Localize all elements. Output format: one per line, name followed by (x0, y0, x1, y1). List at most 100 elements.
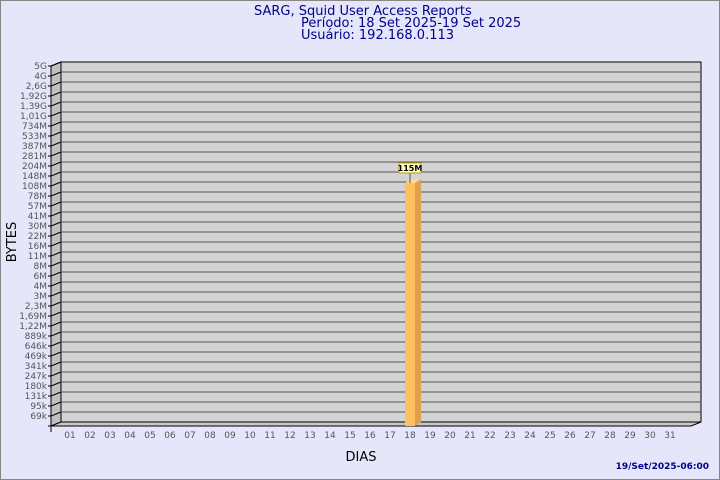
tick-diagonal (50, 201, 62, 207)
y-tick-label: 889k (25, 332, 48, 342)
x-tick-label: 16 (364, 431, 376, 441)
x-tick-label: 24 (524, 431, 536, 441)
y-tick-label: 734M (22, 122, 47, 132)
tick-diagonal (50, 151, 62, 157)
bar-value-label: 115M (398, 164, 423, 173)
y-tick-label: 281M (22, 152, 47, 162)
y-tick-label: 387M (22, 142, 47, 152)
y-tick-label: 3M (34, 292, 48, 302)
y-tick-label: 204M (22, 162, 47, 172)
y-tick-label: 646k (25, 342, 48, 352)
tick-diagonal (50, 81, 62, 87)
plot-floor (50, 421, 702, 427)
y-tick-label: 11M (28, 252, 47, 262)
bar (405, 183, 415, 426)
y-tick-label: 41M (28, 212, 47, 222)
x-tick-label: 02 (84, 431, 95, 441)
y-tick-label: 69k (30, 412, 47, 422)
x-tick-label: 20 (444, 431, 456, 441)
tick-diagonal (50, 331, 62, 337)
x-tick-label: 03 (104, 431, 115, 441)
x-tick-label: 17 (384, 431, 395, 441)
tick-diagonal (50, 291, 62, 297)
x-tick-label: 19 (424, 431, 436, 441)
y-tick-label: 78M (28, 192, 47, 202)
y-tick-label: 180k (25, 382, 48, 392)
y-axis-label: BYTES (5, 222, 20, 263)
tick-diagonal (50, 341, 62, 347)
x-tick-label: 15 (344, 431, 355, 441)
y-tick-label: 30M (28, 222, 47, 232)
y-tick-label: 341k (25, 362, 48, 372)
x-tick-label: 12 (284, 431, 295, 441)
tick-diagonal (50, 311, 62, 317)
tick-diagonal (50, 251, 62, 257)
tick-diagonal (50, 211, 62, 217)
timestamp: 19/Set/2025-06:00 (615, 462, 709, 472)
tick-diagonal (50, 241, 62, 247)
x-axis-label: DIAS (346, 450, 377, 465)
tick-diagonal (50, 161, 62, 167)
tick-diagonal (50, 221, 62, 227)
x-tick-label: 06 (164, 431, 176, 441)
tick-diagonal (50, 371, 62, 377)
tick-diagonal (50, 351, 62, 357)
y-tick-label: 95k (30, 402, 47, 412)
tick-diagonal (50, 271, 62, 277)
x-tick-label: 10 (244, 431, 256, 441)
y-tick-label: 8M (34, 262, 48, 272)
x-tick-label: 23 (504, 431, 515, 441)
x-tick-label: 26 (564, 431, 576, 441)
y-tick-label: 1,39G (20, 102, 47, 112)
y-tick-label: 1,69M (19, 312, 47, 322)
x-tick-label: 11 (264, 431, 275, 441)
x-tick-label: 14 (324, 431, 336, 441)
y-tick-label: 469k (25, 352, 48, 362)
tick-diagonal (50, 141, 62, 147)
tick-diagonal (50, 101, 62, 107)
y-tick-label: 4M (34, 282, 48, 292)
y-tick-label: 131k (25, 392, 48, 402)
x-tick-label: 28 (604, 431, 616, 441)
y-tick-label: 533M (22, 132, 47, 142)
x-tick-label: 29 (624, 431, 636, 441)
y-tick-label: 4G (34, 72, 47, 82)
tick-diagonal (50, 231, 62, 237)
x-tick-label: 27 (584, 431, 595, 441)
tick-diagonal (50, 361, 62, 367)
tick-diagonal (50, 321, 62, 327)
tick-diagonal (50, 381, 62, 387)
x-tick-label: 07 (184, 431, 195, 441)
x-tick-label: 01 (64, 431, 75, 441)
y-tick-label: 1,92G (20, 92, 47, 102)
tick-diagonal (50, 391, 62, 397)
y-tick-label: 6M (34, 272, 48, 282)
tick-diagonal (50, 181, 62, 187)
tick-diagonal (50, 71, 62, 77)
y-tick-label: 57M (28, 202, 47, 212)
x-tick-label: 21 (464, 431, 475, 441)
y-tick-label: 247k (25, 372, 48, 382)
tick-diagonal (50, 61, 62, 67)
tick-diagonal (50, 301, 62, 307)
x-tick-label: 04 (124, 431, 136, 441)
tick-diagonal (50, 111, 62, 117)
y-tick-label: 108M (22, 182, 47, 192)
y-tick-label: 2,6G (26, 82, 47, 92)
tick-diagonal (50, 281, 62, 287)
tick-diagonal (50, 171, 62, 177)
x-tick-label: 18 (404, 431, 416, 441)
tick-diagonal (50, 121, 62, 127)
y-tick-label: 148M (22, 172, 47, 182)
chart-title: SARG, Squid User Access Reports (254, 4, 472, 19)
tick-diagonal (50, 401, 62, 407)
y-tick-label: 1,01G (20, 112, 47, 122)
y-tick-label: 16M (28, 242, 47, 252)
tick-diagonal (50, 411, 62, 417)
y-tick-label: 22M (28, 232, 47, 242)
x-tick-label: 22 (484, 431, 495, 441)
x-tick-label: 25 (544, 431, 555, 441)
x-tick-label: 05 (144, 431, 155, 441)
